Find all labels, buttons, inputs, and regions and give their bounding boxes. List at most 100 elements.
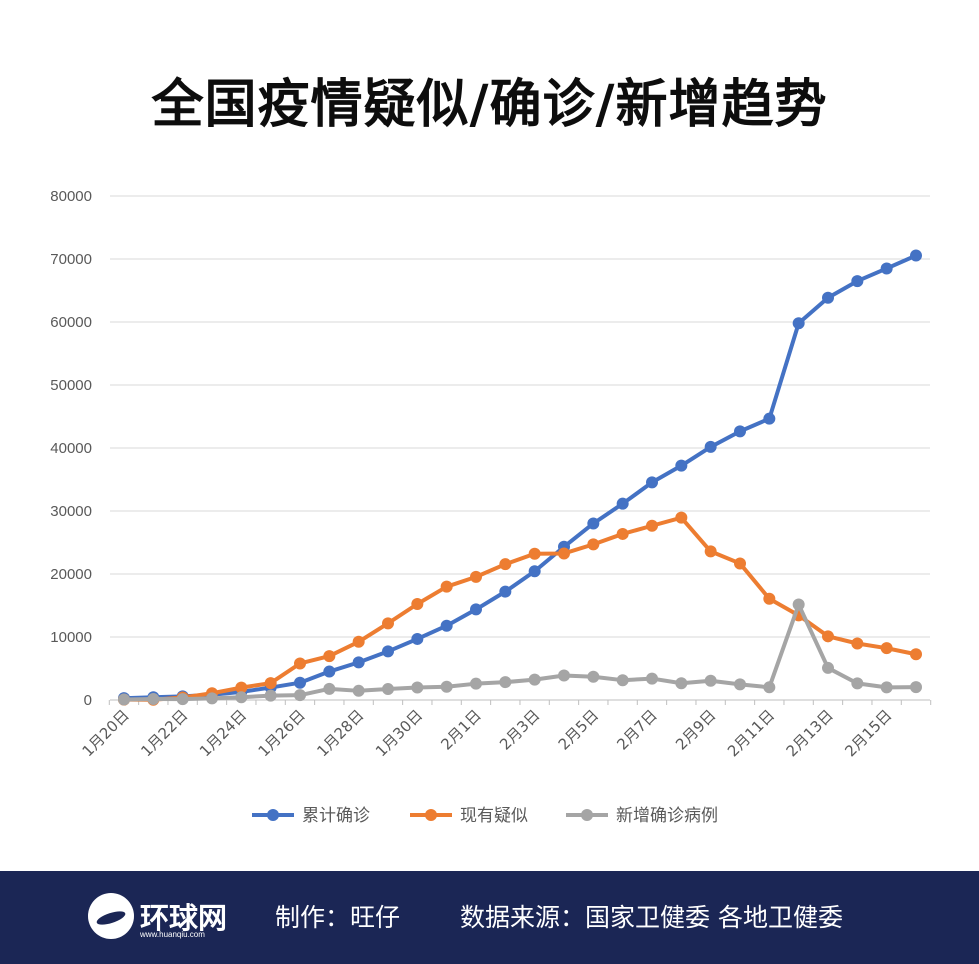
data-point [558,669,570,682]
data-point [499,558,512,571]
logo-emblem-icon [88,893,134,939]
data-point [851,677,864,690]
series-line [122,602,918,702]
x-tick-label: 1月20日 [79,706,133,760]
x-tick-label: 1月22日 [137,706,191,760]
x-tick-label: 2月1日 [437,706,484,753]
data-point [176,693,189,706]
x-tick-label: 2月5日 [555,706,602,753]
data-point [323,650,336,663]
data-point [763,681,776,694]
y-tick-label: 10000 [50,629,92,646]
series-lines [118,249,922,706]
legend-label: 现有疑似 [460,806,528,826]
data-point [499,585,512,598]
legend-marker [425,809,437,821]
data-point [763,412,776,425]
x-axis: 1月20日 1月22日 1月24日 1月26日 1月28日 1月30日 2月1日 2月3日 2月… [79,699,932,760]
data-point [323,665,336,678]
data-point [616,497,629,510]
huanqiu-logo: 环球网 www.huanqiu.com [88,893,238,941]
legend-label: 新增确诊病例 [616,806,718,826]
data-point [147,693,160,706]
x-tick-label: 1月26日 [255,706,309,760]
data-point [294,657,306,670]
y-tick-label: 40000 [50,440,92,457]
x-tick-label: 2月3日 [496,706,543,753]
data-point [294,689,306,702]
data-point [440,580,453,593]
data-point [704,674,717,687]
data-point [382,645,394,658]
legend-marker [267,809,279,821]
credit-text: 制作：旺仔 [275,903,401,932]
data-point [851,275,864,288]
data-point [910,648,922,661]
y-tick-label: 70000 [50,251,92,268]
y-tick-label: 80000 [50,188,92,205]
data-point [264,677,277,690]
data-point [411,598,424,611]
data-point [646,519,658,532]
legend-marker [581,809,593,821]
data-point [763,592,776,605]
legend: 累计确诊 现有疑似 新增确诊病例 [252,806,718,826]
data-point [235,691,248,704]
data-point [264,689,277,702]
y-axis-tick-labels: 0 10000 20000 30000 40000 50000 60000 70000 8000… [50,188,92,709]
y-tick-label: 60000 [50,314,92,331]
data-point [880,642,893,655]
data-point [352,684,365,697]
y-tick-label: 20000 [50,566,92,583]
data-point [470,677,482,690]
data-point [616,674,629,687]
x-tick-label: 2月7日 [613,706,660,753]
x-tick-label: 2月13日 [783,706,837,760]
data-point [352,635,365,648]
source-text: 数据来源：国家卫健委 各地卫健委 [460,903,843,932]
data-point [587,517,600,530]
gridlines [110,195,930,638]
data-point [382,617,394,630]
y-tick-label: 50000 [50,377,92,394]
data-point [294,676,306,689]
data-point [411,681,424,694]
chart-title: 全国疫情疑似/确诊/新增趋势 [151,74,828,135]
y-tick-label: 30000 [50,503,92,520]
data-point [734,557,746,570]
data-point [675,677,688,690]
data-point [734,678,746,691]
data-point [528,547,541,560]
data-point [470,570,482,583]
data-point [528,673,541,686]
data-point [704,440,717,453]
series-line [122,515,918,702]
legend-label: 累计确诊 [302,806,370,826]
data-point [792,598,805,611]
data-point [646,672,658,685]
data-point [851,637,864,650]
footer-bar: 环球网 www.huanqiu.com 制作：旺仔 数据来源：国家卫健委 各地卫… [0,871,979,964]
data-point [558,547,570,560]
data-point [470,603,482,616]
data-point [118,693,130,706]
data-point [587,538,600,551]
y-tick-label: 0 [84,692,92,709]
series-line [122,253,918,701]
x-tick-label: 2月11日 [724,706,778,760]
data-point [646,476,658,489]
data-point [822,661,834,674]
data-point [792,317,805,330]
data-point [411,632,424,645]
x-tick-label: 1月30日 [372,706,426,760]
x-tick-label: 1月28日 [313,706,367,760]
data-point [822,630,834,643]
data-point [352,656,365,669]
data-point [616,527,629,540]
data-point [910,681,922,694]
data-point [675,459,688,472]
logo-text: 环球网 [140,901,228,935]
x-tick-label: 2月9日 [672,706,719,753]
data-point [440,619,453,632]
x-tick-label: 1月24日 [196,706,250,760]
